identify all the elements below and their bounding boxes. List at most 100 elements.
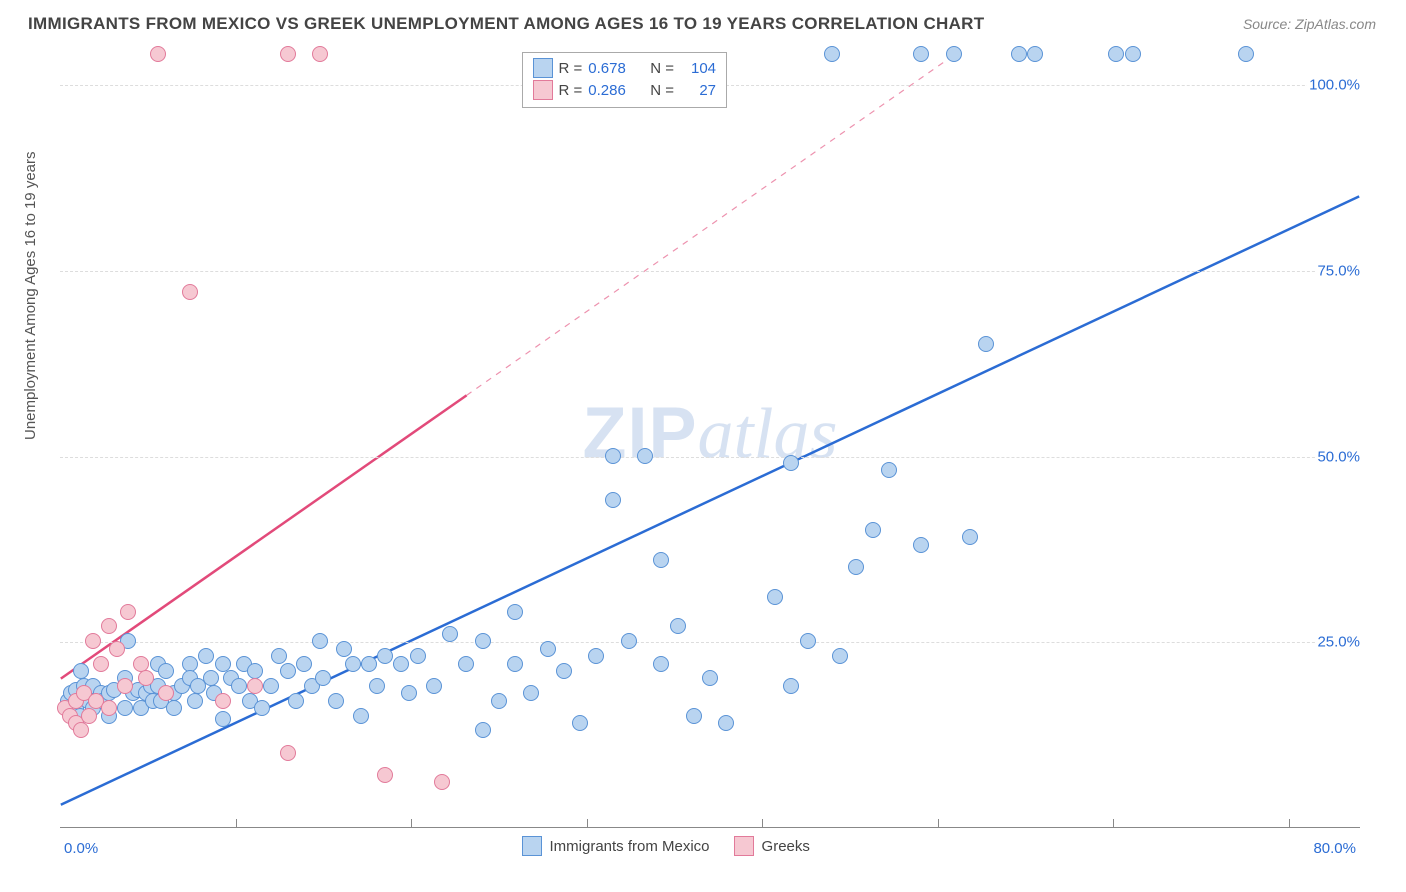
data-point	[182, 284, 198, 300]
y-axis-label: Unemployment Among Ages 16 to 19 years	[22, 151, 39, 440]
chart-title: IMMIGRANTS FROM MEXICO VS GREEK UNEMPLOY…	[28, 14, 984, 34]
data-point	[133, 656, 149, 672]
x-tick	[587, 819, 588, 827]
stats-r-value: 0.678	[588, 60, 644, 77]
data-point	[158, 663, 174, 679]
data-point	[312, 633, 328, 649]
data-point	[328, 693, 344, 709]
data-point	[865, 522, 881, 538]
data-point	[824, 46, 840, 62]
data-point	[315, 670, 331, 686]
data-point	[345, 656, 361, 672]
y-tick-label: 25.0%	[1315, 634, 1362, 651]
x-tick-label: 0.0%	[64, 840, 98, 857]
y-tick-label: 75.0%	[1315, 262, 1362, 279]
data-point	[117, 700, 133, 716]
legend-label: Immigrants from Mexico	[550, 838, 710, 855]
legend-item: Immigrants from Mexico	[522, 836, 710, 856]
data-point	[800, 633, 816, 649]
data-point	[109, 641, 125, 657]
y-tick-label: 100.0%	[1307, 77, 1362, 94]
watermark-atlas: atlas	[697, 393, 837, 473]
data-point	[280, 46, 296, 62]
legend-item: Greeks	[734, 836, 810, 856]
data-point	[215, 711, 231, 727]
gridline	[60, 642, 1360, 643]
data-point	[166, 700, 182, 716]
data-point	[271, 648, 287, 664]
data-point	[1108, 46, 1124, 62]
data-point	[913, 46, 929, 62]
data-point	[1011, 46, 1027, 62]
data-point	[946, 46, 962, 62]
data-point	[962, 529, 978, 545]
data-point	[426, 678, 442, 694]
x-tick	[1113, 819, 1114, 827]
data-point	[198, 648, 214, 664]
data-point	[913, 537, 929, 553]
data-point	[73, 722, 89, 738]
data-point	[361, 656, 377, 672]
gridline	[60, 457, 1360, 458]
x-tick-label: 80.0%	[1313, 840, 1356, 857]
data-point	[475, 633, 491, 649]
data-point	[491, 693, 507, 709]
data-point	[231, 678, 247, 694]
data-point	[215, 656, 231, 672]
data-point	[369, 678, 385, 694]
data-point	[410, 648, 426, 664]
data-point	[280, 663, 296, 679]
data-point	[783, 455, 799, 471]
legend-swatch	[533, 58, 553, 78]
stats-n-value: 27	[680, 82, 716, 99]
data-point	[353, 708, 369, 724]
data-point	[978, 336, 994, 352]
data-point	[783, 678, 799, 694]
legend-swatch	[533, 80, 553, 100]
stats-r-label: R =	[559, 82, 583, 99]
data-point	[458, 656, 474, 672]
data-point	[85, 633, 101, 649]
x-tick	[938, 819, 939, 827]
stats-n-label: N =	[650, 82, 674, 99]
data-point	[247, 663, 263, 679]
stats-r-value: 0.286	[588, 82, 644, 99]
scatter-plot-area: ZIPatlas 25.0%50.0%75.0%100.0%0.0%80.0%	[60, 48, 1360, 828]
x-tick	[762, 819, 763, 827]
data-point	[475, 722, 491, 738]
data-point	[280, 745, 296, 761]
data-point	[572, 715, 588, 731]
legend-swatch	[522, 836, 542, 856]
data-point	[93, 656, 109, 672]
data-point	[702, 670, 718, 686]
data-point	[848, 559, 864, 575]
data-point	[263, 678, 279, 694]
data-point	[101, 618, 117, 634]
stats-legend: R = 0.678 N = 104 R = 0.286 N = 27	[522, 52, 728, 108]
data-point	[393, 656, 409, 672]
stats-n-label: N =	[650, 60, 674, 77]
gridline	[60, 271, 1360, 272]
data-point	[1125, 46, 1141, 62]
data-point	[588, 648, 604, 664]
data-point	[605, 448, 621, 464]
data-point	[73, 663, 89, 679]
data-point	[540, 641, 556, 657]
data-point	[1027, 46, 1043, 62]
legend-label: Greeks	[762, 838, 810, 855]
data-point	[312, 46, 328, 62]
data-point	[247, 678, 263, 694]
stats-legend-row: R = 0.286 N = 27	[533, 79, 717, 101]
stats-r-label: R =	[559, 60, 583, 77]
data-point	[101, 700, 117, 716]
data-point	[377, 648, 393, 664]
data-point	[507, 656, 523, 672]
data-point	[187, 693, 203, 709]
data-point	[182, 656, 198, 672]
data-point	[653, 552, 669, 568]
data-point	[254, 700, 270, 716]
data-point	[401, 685, 417, 701]
data-point	[296, 656, 312, 672]
stats-n-value: 104	[680, 60, 716, 77]
data-point	[117, 678, 133, 694]
